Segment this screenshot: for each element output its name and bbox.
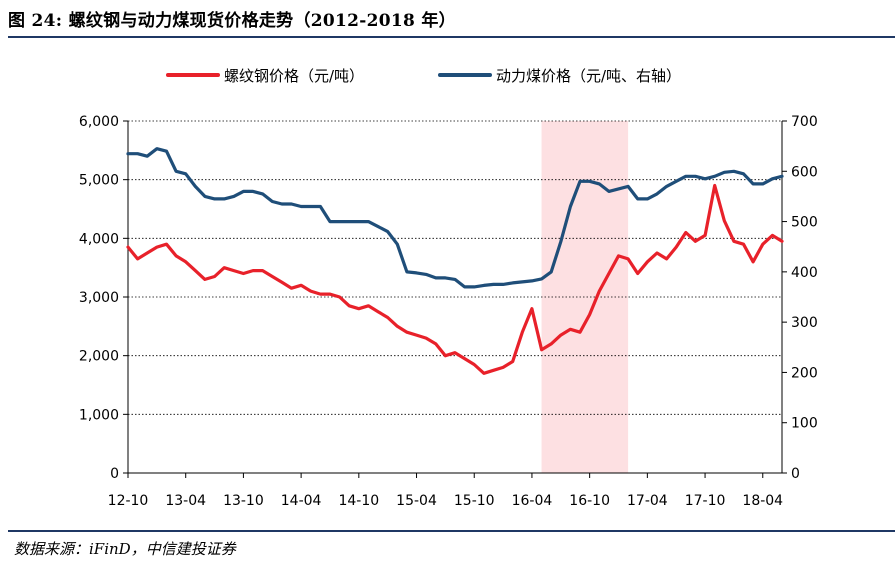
x-tick-label: 15-04 [396, 493, 437, 509]
right-tick-label: 700 [791, 114, 818, 130]
right-tick-label: 500 [791, 215, 818, 231]
series-lines [126, 147, 784, 375]
right-tick-label: 100 [791, 416, 818, 432]
title-underline [8, 36, 895, 38]
series-line-rebar [126, 183, 784, 375]
left-tick-label: 2,000 [79, 349, 119, 365]
right-tick-label: 200 [791, 365, 818, 381]
left-tick-label: 4,000 [79, 231, 119, 247]
series-line-coal [126, 147, 784, 289]
left-tick-label: 1,000 [79, 407, 119, 423]
x-tick-label: 14-10 [338, 493, 379, 509]
right-tick-label: 600 [791, 164, 818, 180]
x-tick-label: 18-04 [742, 493, 783, 509]
axes: 0 1,000 2,000 3,000 4,000 5,000 6,000 0 100 200 30… [79, 114, 818, 509]
x-tick-label: 13-10 [223, 493, 264, 509]
x-tick-label: 13-04 [165, 493, 206, 509]
x-tick-label: 17-04 [627, 493, 668, 509]
left-tick-label: 3,000 [79, 290, 119, 306]
legend-label-coal: 动力煤价格（元/吨、右轴） [496, 67, 681, 85]
x-tick-label: 15-10 [454, 493, 495, 509]
legend: 螺纹钢价格（元/吨） 动力煤价格（元/吨、右轴） [166, 67, 681, 85]
x-tick-label: 16-10 [569, 493, 610, 509]
x-tick-label: 12-10 [108, 493, 149, 509]
line-chart: 0 1,000 2,000 3,000 4,000 5,000 6,000 0 100 200 30… [79, 67, 818, 509]
right-tick-label: 300 [791, 315, 818, 331]
x-tick-label: 16-04 [512, 493, 553, 509]
left-tick-label: 5,000 [79, 173, 119, 189]
chart-title: 图 24: 螺纹钢与动力煤现货价格走势（2012-2018 年） [8, 11, 456, 31]
gridlines [128, 120, 782, 415]
right-tick-label: 0 [791, 466, 800, 482]
footer-rule [8, 530, 895, 532]
right-tick-label: 400 [791, 265, 818, 281]
left-tick-label: 0 [110, 466, 119, 482]
source-note: 数据来源：iFinD，中信建投证券 [14, 540, 236, 558]
left-tick-label: 6,000 [79, 114, 119, 130]
legend-label-rebar: 螺纹钢价格（元/吨） [224, 67, 364, 85]
x-tick-label: 17-10 [685, 493, 726, 509]
x-tick-label: 14-04 [281, 493, 322, 509]
